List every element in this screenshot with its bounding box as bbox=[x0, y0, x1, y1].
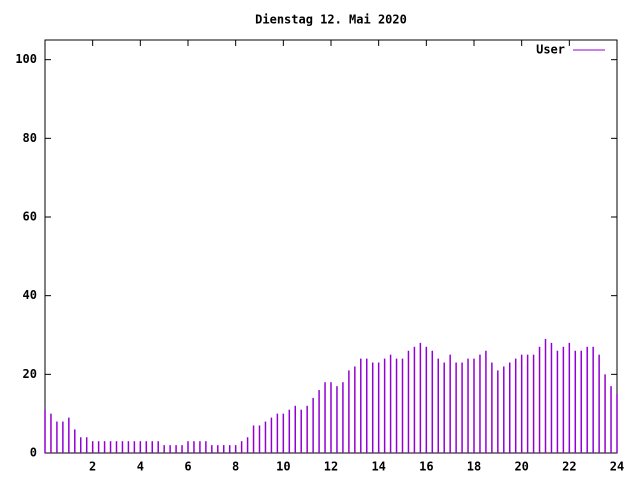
y-tick-label: 20 bbox=[23, 367, 37, 381]
chart-title: Dienstag 12. Mai 2020 bbox=[255, 13, 407, 27]
y-tick-label: 0 bbox=[30, 446, 37, 460]
x-tick-label: 18 bbox=[467, 460, 481, 474]
x-tick-label: 12 bbox=[324, 460, 338, 474]
x-tick-label: 8 bbox=[232, 460, 239, 474]
x-tick-label: 22 bbox=[562, 460, 576, 474]
x-tick-label: 16 bbox=[419, 460, 433, 474]
x-tick-label: 14 bbox=[371, 460, 385, 474]
x-tick-label: 6 bbox=[184, 460, 191, 474]
y-tick-label: 80 bbox=[23, 131, 37, 145]
x-tick-label: 4 bbox=[137, 460, 144, 474]
x-tick-label: 10 bbox=[276, 460, 290, 474]
y-tick-label: 40 bbox=[23, 288, 37, 302]
x-tick-label: 24 bbox=[610, 460, 624, 474]
x-tick-label: 2 bbox=[89, 460, 96, 474]
legend-label: User bbox=[536, 43, 565, 57]
y-tick-label: 60 bbox=[23, 210, 37, 224]
x-tick-label: 20 bbox=[514, 460, 528, 474]
y-tick-label: 100 bbox=[15, 52, 37, 66]
